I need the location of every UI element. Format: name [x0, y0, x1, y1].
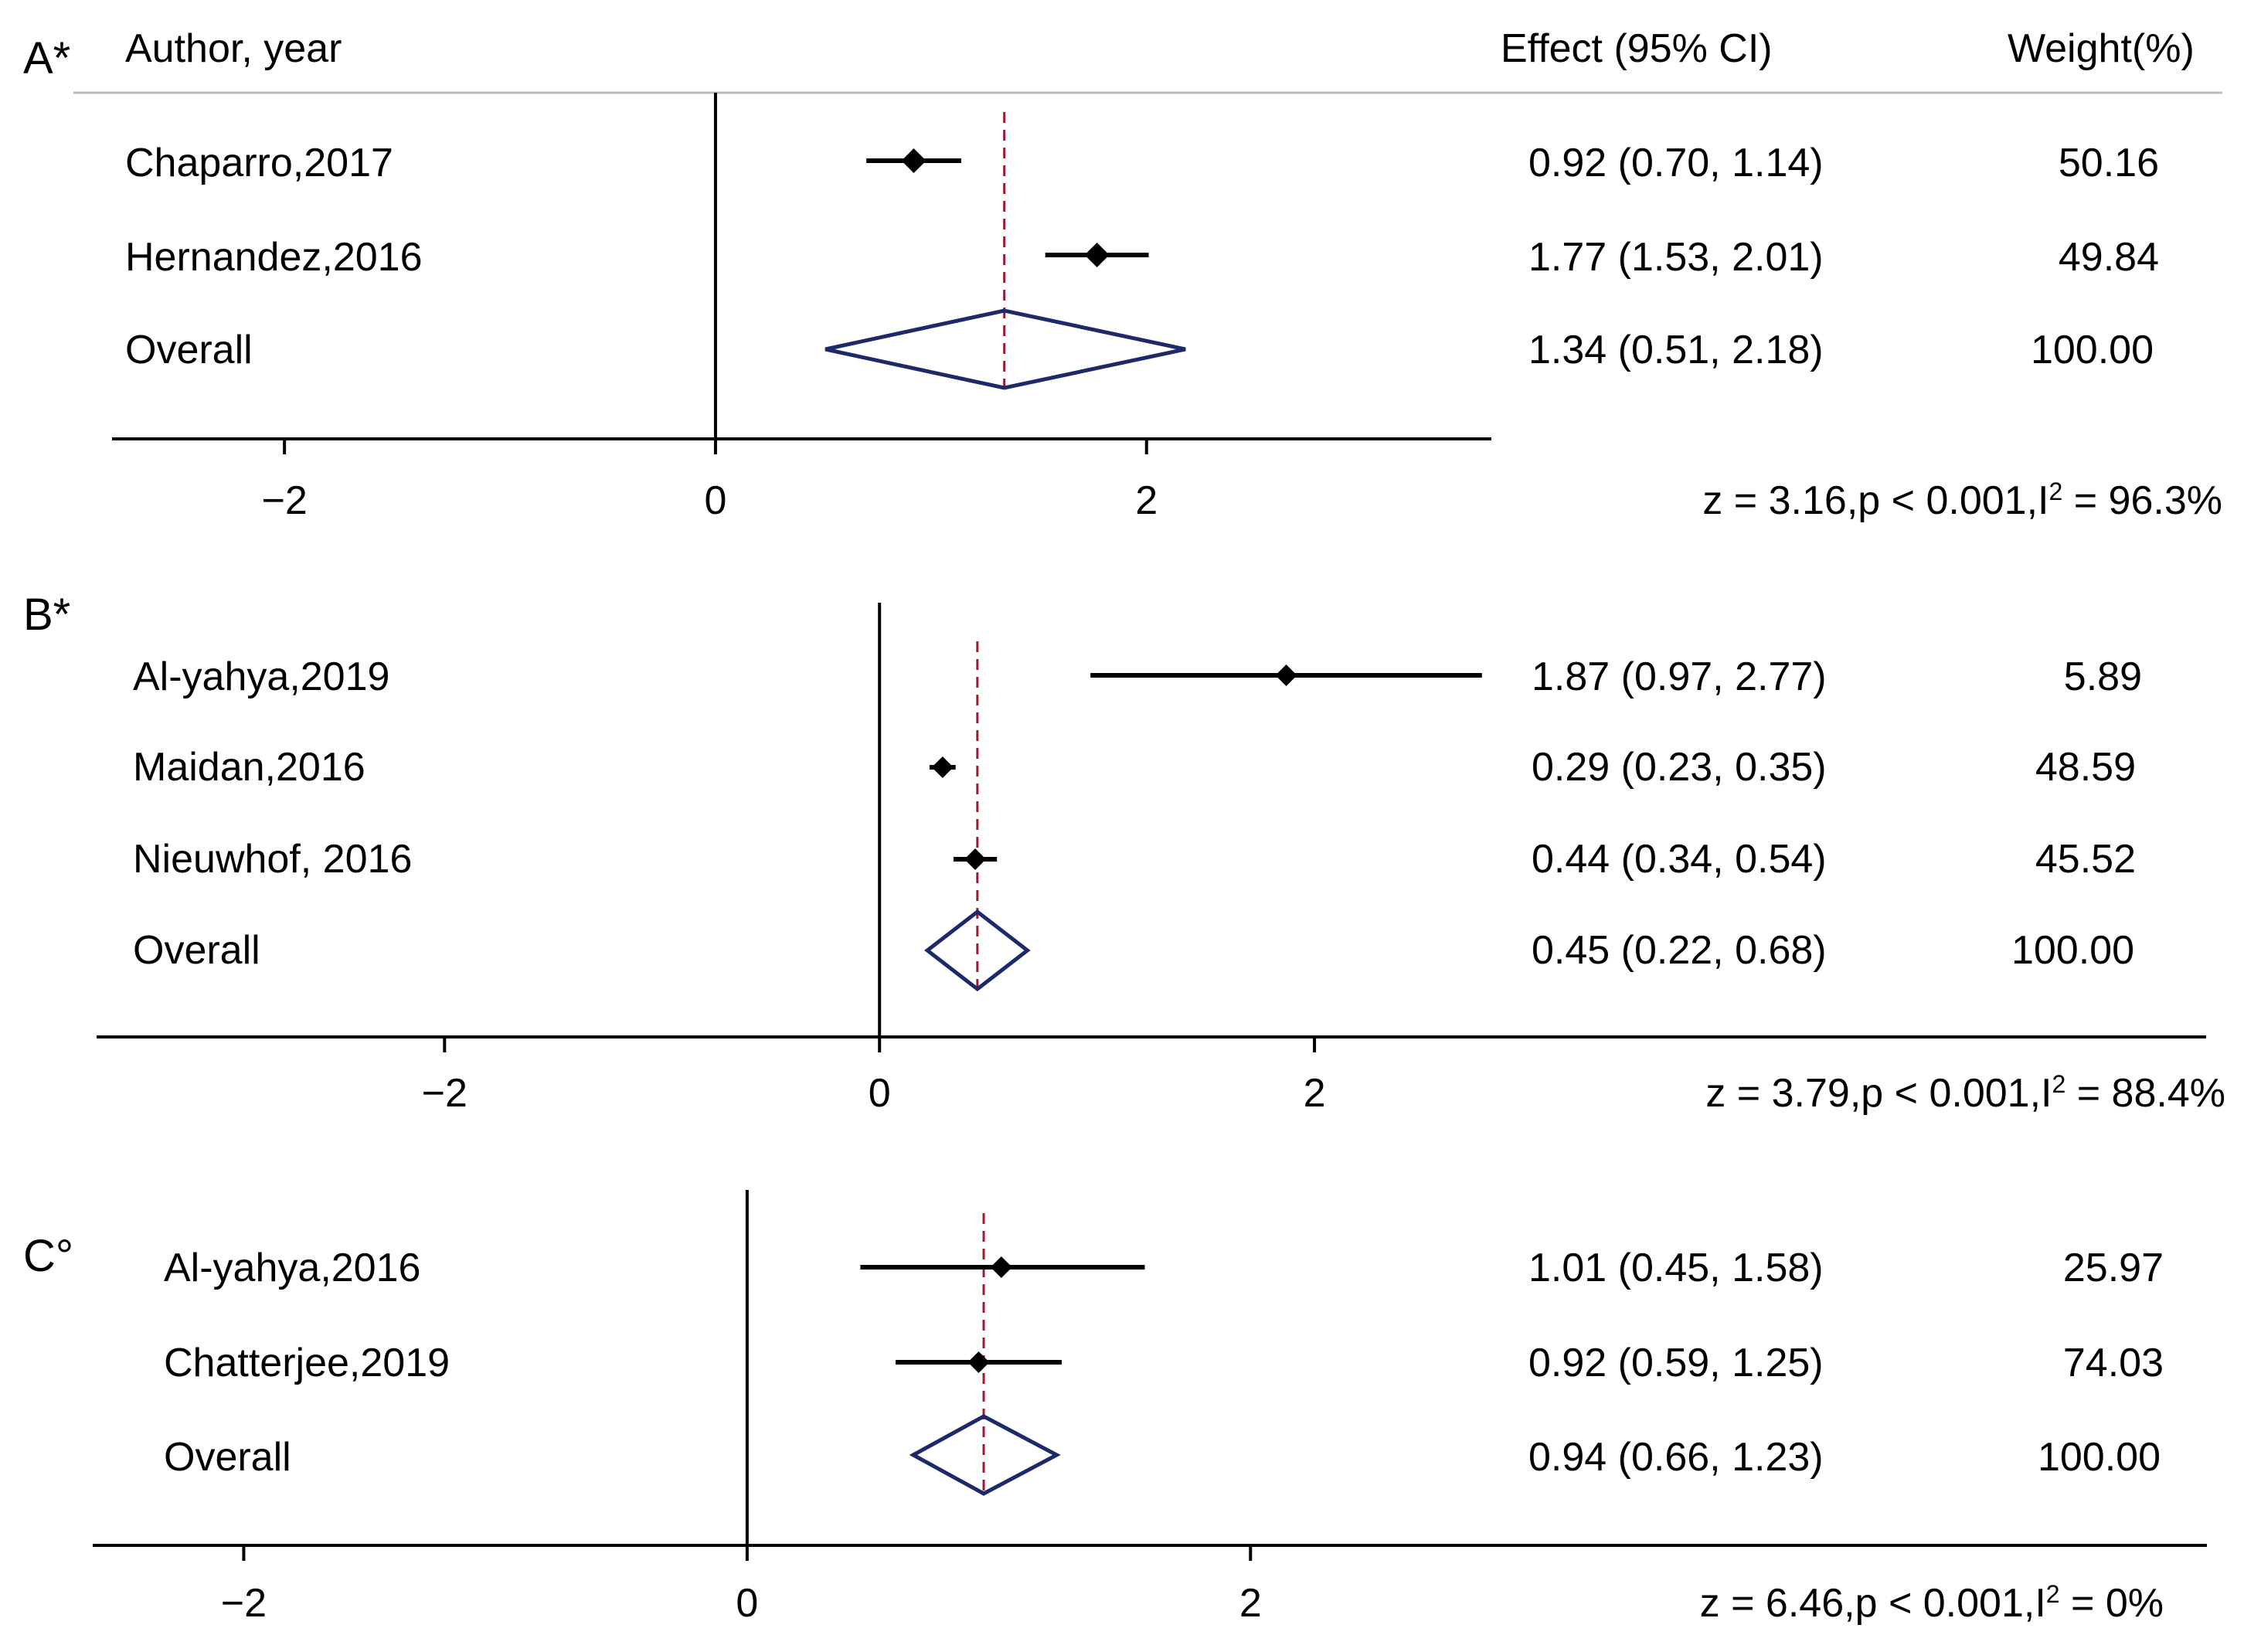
overall-diamond — [924, 909, 1031, 992]
effect-ci-label: 0.44 (0.34, 0.54) — [1532, 837, 1827, 882]
heterogeneity-stats: z = 6.46,p < 0.001,I2 = 0% — [1700, 1580, 2164, 1626]
weight-label: 74.03 — [2063, 1341, 2164, 1385]
overall-weight-label: 100.00 — [2031, 328, 2154, 372]
effect-ci-label: 0.29 (0.23, 0.35) — [1532, 745, 1827, 790]
panel-c-label: C° — [23, 1231, 73, 1281]
overall-effect-ci-label: 1.34 (0.51, 2.18) — [1528, 328, 1824, 372]
effect-ci-label: 1.87 (0.97, 2.77) — [1532, 654, 1827, 699]
overall-effect-ci-label: 0.94 (0.66, 1.23) — [1528, 1435, 1824, 1480]
overall-effect-ci-label: 0.45 (0.22, 0.68) — [1532, 928, 1827, 973]
x-tick-label: 0 — [869, 1071, 891, 1116]
x-tick-label: −2 — [261, 478, 307, 523]
point-estimate-marker — [1275, 665, 1297, 686]
weight-label: 45.52 — [2035, 837, 2136, 882]
study-label: Al-yahya,2016 — [164, 1246, 420, 1290]
x-tick-label: −2 — [221, 1581, 267, 1626]
panel-b: B* −2 0 2 Al-yahya,2019 1.87 (0.97, 2.77) … — [23, 590, 2225, 1116]
x-tick-label: 2 — [1239, 1581, 1262, 1626]
study-label: Chatterjee,2019 — [164, 1341, 450, 1385]
point-estimate-marker — [901, 148, 926, 173]
panel-c: C° −2 0 2 Al-yahya,2016 1.01 (0.45, 1.58) … — [23, 1190, 2207, 1626]
effect-ci-label: 0.92 (0.59, 1.25) — [1528, 1341, 1824, 1385]
study-label: Nieuwhof, 2016 — [133, 837, 412, 882]
author-column-header: Author, year — [125, 26, 342, 71]
weight-label: 50.16 — [2059, 141, 2159, 185]
weight-label: 48.59 — [2035, 745, 2136, 790]
overall-label: Overall — [125, 328, 253, 372]
heterogeneity-stats: z = 3.79,p < 0.001,I2 = 88.4% — [1705, 1070, 2225, 1116]
heterogeneity-stats: z = 3.16,p < 0.001,I2 = 96.3% — [1702, 478, 2222, 523]
weight-label: 49.84 — [2059, 235, 2159, 280]
point-estimate-marker — [964, 848, 987, 870]
study-label: Maidan,2016 — [133, 745, 366, 790]
panel-b-label: B* — [23, 590, 70, 640]
overall-label: Overall — [133, 928, 260, 973]
overall-diamond — [909, 1414, 1061, 1496]
point-estimate-marker — [931, 756, 954, 778]
weight-label: 5.89 — [2064, 654, 2142, 699]
x-tick-label: 2 — [1135, 478, 1158, 523]
effect-ci-label: 1.77 (1.53, 2.01) — [1528, 235, 1824, 280]
study-label: Chaparro,2017 — [125, 141, 393, 185]
x-tick-label: 2 — [1304, 1071, 1326, 1116]
overall-label: Overall — [164, 1435, 291, 1480]
effect-ci-label: 1.01 (0.45, 1.58) — [1528, 1246, 1824, 1290]
overall-diamond — [824, 308, 1186, 390]
x-tick-label: 0 — [736, 1581, 758, 1626]
point-estimate-marker — [990, 1256, 1012, 1278]
overall-weight-label: 100.00 — [2038, 1435, 2161, 1480]
effect-ci-label: 0.92 (0.70, 1.14) — [1528, 141, 1824, 185]
study-label: Al-yahya,2019 — [133, 654, 389, 699]
effect-column-header: Effect (95% CI) — [1501, 26, 1773, 71]
weight-column-header: Weight(%) — [2008, 26, 2195, 71]
column-header: Author, year Effect (95% CI) Weight(%) — [73, 26, 2222, 94]
overall-weight-label: 100.00 — [2011, 928, 2134, 973]
point-estimate-marker — [967, 1351, 990, 1373]
x-tick-label: −2 — [422, 1071, 468, 1116]
study-label: Hernandez,2016 — [125, 235, 423, 280]
panel-a: A* −2 0 2 Chaparro,2017 0.92 (0.70, 1.14) … — [23, 33, 2222, 523]
x-tick-label: 0 — [704, 478, 726, 523]
weight-label: 25.97 — [2063, 1246, 2164, 1290]
panel-a-label: A* — [23, 33, 70, 83]
point-estimate-marker — [1084, 243, 1110, 267]
